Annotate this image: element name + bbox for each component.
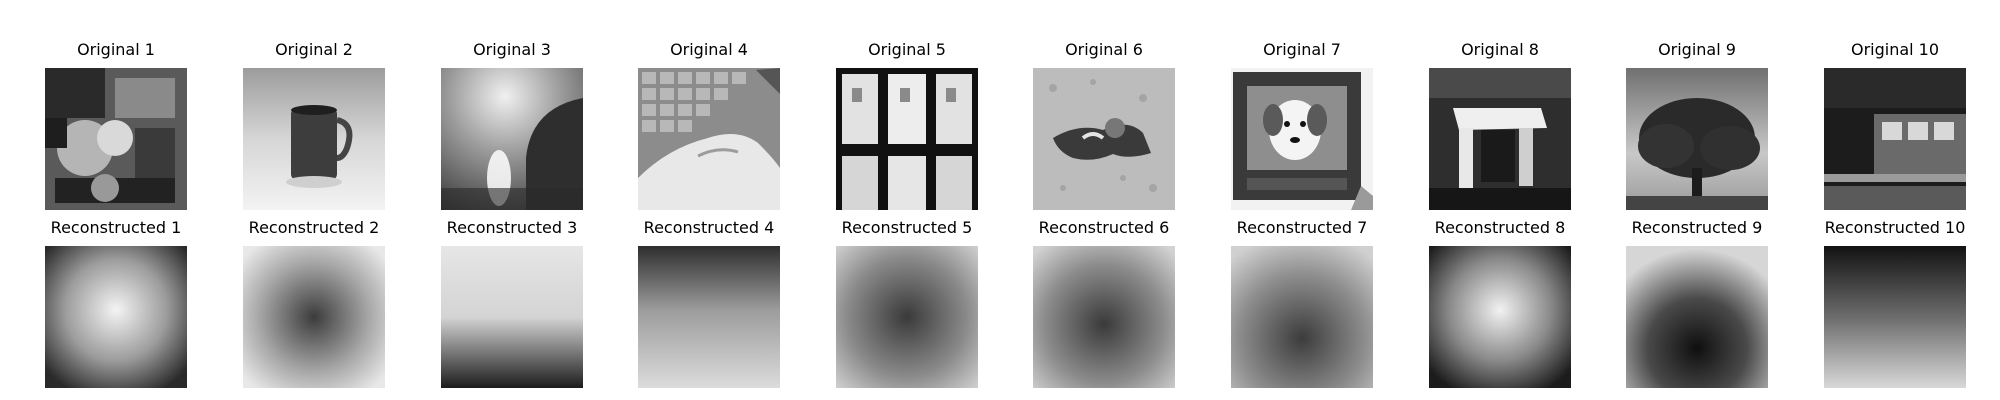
reconstructed-label-1: Reconstructed 1 — [50, 218, 182, 237]
reconstructed-label-8: Reconstructed 8 — [1434, 218, 1566, 237]
reconstructed-label-10: Reconstructed 10 — [1824, 218, 1966, 237]
reconstructed-image-5 — [836, 246, 978, 388]
reconstructed-image-3 — [441, 246, 583, 388]
reconstructed-label-2: Reconstructed 2 — [248, 218, 380, 237]
original-label-10: Original 10 — [1850, 40, 1940, 59]
original-label-6: Original 6 — [1065, 40, 1143, 59]
reconstructed-image-1 — [45, 246, 187, 388]
reconstructed-label-9: Reconstructed 9 — [1631, 218, 1763, 237]
reconstructed-image-10 — [1824, 246, 1966, 388]
reconstructed-image-8 — [1429, 246, 1571, 388]
reconstructed-label-7: Reconstructed 7 — [1236, 218, 1368, 237]
reconstructed-label-6: Reconstructed 6 — [1038, 218, 1170, 237]
original-label-4: Original 4 — [670, 40, 748, 59]
reconstructed-image-2 — [243, 246, 385, 388]
original-label-1: Original 1 — [77, 40, 155, 59]
original-label-5: Original 5 — [868, 40, 946, 59]
original-image-5 — [836, 68, 978, 210]
original-image-10 — [1824, 68, 1966, 210]
reconstructed-label-3: Reconstructed 3 — [446, 218, 578, 237]
original-image-3 — [441, 68, 583, 210]
reconstructed-image-9 — [1626, 246, 1768, 388]
reconstructed-image-6 — [1033, 246, 1175, 388]
original-image-7 — [1231, 68, 1373, 210]
reconstructed-label-4: Reconstructed 4 — [643, 218, 775, 237]
original-label-2: Original 2 — [275, 40, 353, 59]
original-label-3: Original 3 — [473, 40, 551, 59]
reconstructed-label-5: Reconstructed 5 — [841, 218, 973, 237]
original-label-9: Original 9 — [1658, 40, 1736, 59]
original-label-8: Original 8 — [1461, 40, 1539, 59]
original-label-7: Original 7 — [1263, 40, 1341, 59]
original-image-9 — [1626, 68, 1768, 210]
reconstructed-image-7 — [1231, 246, 1373, 388]
original-image-8 — [1429, 68, 1571, 210]
original-image-2 — [243, 68, 385, 210]
reconstructed-image-4 — [638, 246, 780, 388]
original-image-1 — [45, 68, 187, 210]
original-image-6 — [1033, 68, 1175, 210]
original-image-4 — [638, 68, 780, 210]
